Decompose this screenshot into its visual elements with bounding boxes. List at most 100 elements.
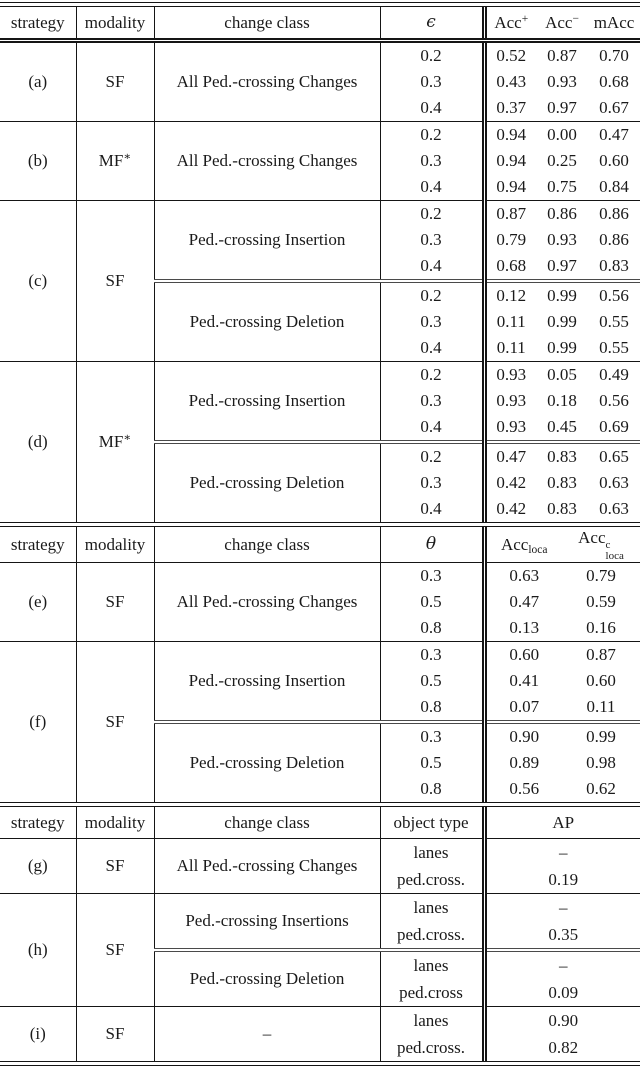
acc-plus-value: 0.87 [481,200,536,227]
table-row: 0.4 0.37 0.97 0.67 [0,95,640,122]
table-row: Ped.-crossing Deletion lanes – [0,948,640,1007]
table-row: (i) SF – lanes 0.90 [0,1006,640,1061]
section-double-rule [0,802,640,807]
acc-plus-sup: + [521,12,529,25]
table-row: (g) SF All Ped.-crossing Changes lanes – [0,838,640,894]
acc-minus-value: 0.00 [536,121,588,148]
change-class-cell: Ped.-crossing Deletion [154,720,381,802]
acc-loca-c-base: Acc [578,528,606,547]
change-class-cell: Ped.-crossing Insertions [154,893,381,950]
ap-value: 0.35 [481,921,640,950]
acc-minus-value: 0.97 [547,98,577,118]
table-row: 0.4 0.93 0.45 0.69 [0,414,640,442]
header-acc-loca: Accloca [481,527,562,563]
object-type-value: lanes [380,948,484,979]
acc-plus-value: 0.43 [481,69,536,95]
epsilon-value: 0.2 [380,121,484,148]
modality-cell: SF [76,40,155,122]
header-change-class: change class [154,807,381,839]
modality-cell: SF [76,838,155,894]
object-type-value: lanes [380,893,484,921]
bottom-double-rule [0,1061,640,1066]
table-row: ped.cross. 0.19 [0,866,640,894]
acc-loca-c-sup: c [605,539,611,551]
acc-minus-value: 0.93 [547,230,577,250]
modality-label: MF [98,151,124,171]
acc-loca-c-value: 0.62 [586,779,616,799]
header-change-class: change class [154,7,381,43]
acc-plus-value: 0.93 [481,388,536,414]
header-acc-plus: Acc+ [481,7,536,43]
table-row: 0.3 0.79 0.93 0.86 [0,227,640,253]
acc-plus-value: 0.11 [481,309,536,335]
modality-label: SF [105,72,125,92]
header-modality: modality [76,7,155,43]
acc-plus-value: 0.93 [481,414,536,442]
acc-plus-base: Acc [494,12,522,32]
object-type-value: ped.cross. [397,869,465,889]
table2-header-row: strategy modality change class θ Accloca… [0,527,640,563]
change-class-cell: All Ped.-crossing Changes [154,562,381,642]
table-row: 0.3 0.43 0.93 0.68 [0,69,640,95]
table-row: 0.4 0.42 0.83 0.63 [0,496,640,522]
ap-value: 0.09 [481,979,640,1007]
acc-loca-c-value: 0.87 [562,641,640,668]
macc-value: 0.68 [599,72,629,92]
table-row: 0.5 0.41 0.60 [0,668,640,694]
modality-cell: SF [76,641,155,802]
epsilon-value: 0.4 [420,417,442,437]
theta-value: 0.8 [420,618,442,638]
acc-plus-value: 0.93 [481,361,536,388]
acc-plus-value: 0.12 [481,279,536,309]
acc-plus-value: 0.37 [481,95,536,122]
acc-loca-sub: loca [528,543,548,556]
table-row: 0.4 0.68 0.97 0.83 [0,253,640,281]
table-detection-eps: strategy modality change class ϵ Acc+ Ac… [0,7,640,522]
macc-value: 0.63 [599,499,629,519]
ap-value: 0.90 [481,1006,640,1034]
acc-minus-value: 0.87 [547,46,577,66]
acc-plus-value: 0.42 [481,496,536,522]
table-row: 0.8 0.07 0.11 [0,694,640,722]
top-double-rule [0,2,640,7]
modality-sup: ∗ [123,432,132,445]
object-type-value: ped.cross. [397,924,465,944]
strategy-cell: (g) [0,838,77,894]
strategy-cell: (f) [0,641,77,802]
section-double-rule [0,522,640,527]
acc-minus-value: 0.75 [547,177,577,197]
acc-loca-value: 0.13 [481,615,562,642]
acc-plus-value: 0.52 [481,40,536,69]
table-row: (b) MF∗ All Ped.-crossing Changes 0.2 0.… [0,121,640,201]
change-class-cell: Ped.-crossing Deletion [154,279,381,362]
strategy-cell: (c) [0,200,77,362]
modality-cell: SF [76,562,155,642]
acc-loca-value: 0.63 [481,562,562,589]
theta-value: 0.8 [420,779,442,799]
table-ap-object-type: strategy modality change class object ty… [0,807,640,1061]
macc-value: 0.84 [599,177,629,197]
header-macc: mAcc [588,7,640,43]
ap-value: 0.82 [481,1034,640,1061]
strategy-cell: (i) [0,1006,77,1061]
table-row: 0.8 0.13 0.16 [0,615,640,642]
acc-plus-value: 0.94 [481,148,536,174]
macc-value: 0.65 [588,440,640,470]
table-row: 0.8 0.56 0.62 [0,776,640,802]
acc-loca-value: 0.07 [481,694,562,722]
macc-value: 0.56 [588,279,640,309]
acc-loca-c-value: 0.98 [586,753,616,773]
epsilon-symbol: ϵ [426,12,436,33]
change-class-cell: – [154,1006,381,1061]
acc-plus-value: 0.68 [481,253,536,281]
acc-minus-value: 0.83 [547,499,577,519]
epsilon-value: 0.3 [420,312,442,332]
table-row: 0.3 0.94 0.25 0.60 [0,148,640,174]
theta-value: 0.8 [420,697,442,717]
acc-minus-value: 0.97 [547,256,577,276]
change-class-cell: Ped.-crossing Deletion [154,440,381,522]
theta-value: 0.5 [420,753,442,773]
table-row: (e) SF All Ped.-crossing Changes 0.3 0.6… [0,562,640,642]
acc-minus-value: 0.99 [547,338,577,358]
